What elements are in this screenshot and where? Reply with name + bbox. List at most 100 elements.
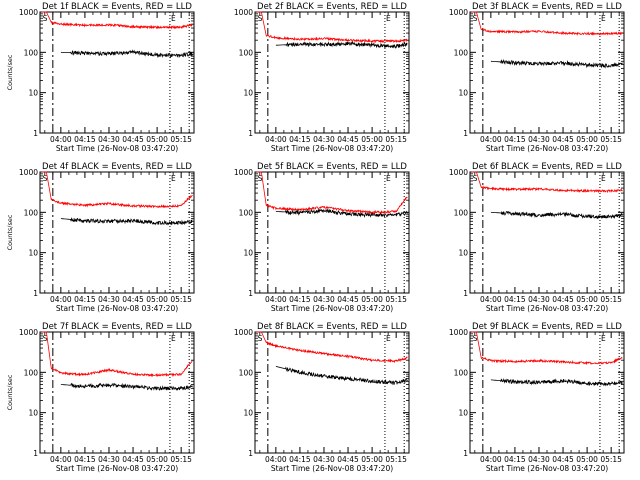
chart-title: Det 7f BLACK = Events, RED = LLD bbox=[42, 322, 192, 332]
x-tick-label: 04:00 bbox=[480, 295, 502, 304]
y-tick-label: 1000 bbox=[19, 8, 38, 17]
x-tick-label: 04:15 bbox=[74, 295, 96, 304]
y-tick-label: 1000 bbox=[19, 328, 38, 337]
x-tick-label: 04:00 bbox=[50, 135, 72, 144]
y-tick-label: 1 bbox=[463, 129, 468, 138]
x-axis-label: Start Time (26-Nov-08 03:47:20) bbox=[271, 464, 393, 473]
x-tick-label: 04:15 bbox=[74, 455, 96, 464]
x-tick-label: 05:00 bbox=[146, 455, 168, 464]
chart-panel-8: Det 8f BLACK = Events, RED = LLD 1 10 100 10… bbox=[234, 322, 410, 473]
series-lld-line bbox=[471, 11, 623, 36]
y-tick-label: 1 bbox=[248, 129, 253, 138]
x-tick-label: 05:00 bbox=[576, 455, 598, 464]
y-axis-label: Counts/sec bbox=[6, 54, 14, 90]
y-tick-label: 1000 bbox=[449, 8, 468, 17]
marker-label-e: E bbox=[601, 334, 606, 343]
series-events-line bbox=[490, 378, 623, 387]
x-tick-label: 05:15 bbox=[170, 295, 192, 304]
x-tick-label: 04:15 bbox=[504, 455, 526, 464]
chart-title: Det 8f BLACK = Events, RED = LLD bbox=[257, 322, 407, 332]
x-tick-label: 04:30 bbox=[98, 295, 120, 304]
series-lld-line bbox=[41, 331, 193, 378]
series-lld-line bbox=[256, 171, 408, 215]
y-tick-label: 1000 bbox=[234, 328, 253, 337]
chart-title: Det 4f BLACK = Events, RED = LLD bbox=[42, 162, 192, 172]
x-tick-label: 05:15 bbox=[385, 135, 407, 144]
x-tick-label: 04:15 bbox=[289, 135, 311, 144]
x-axis-label: Start Time (26-Nov-08 03:47:20) bbox=[56, 144, 178, 153]
y-tick-label: 10 bbox=[28, 249, 38, 258]
x-tick-label: 04:00 bbox=[50, 455, 72, 464]
y-tick-label: 10 bbox=[458, 249, 468, 258]
x-tick-label: 04:45 bbox=[552, 135, 574, 144]
plot-frame bbox=[39, 11, 195, 134]
y-axis-label: Counts/sec bbox=[6, 374, 14, 410]
series-lld-line bbox=[41, 11, 193, 30]
series-events-line bbox=[275, 208, 408, 218]
marker-label-e: E bbox=[386, 334, 391, 343]
marker-label-e: E bbox=[601, 174, 606, 183]
x-tick-label: 04:30 bbox=[528, 295, 550, 304]
y-tick-label: 10 bbox=[458, 409, 468, 418]
y-tick-label: 1 bbox=[463, 289, 468, 298]
series-events-line bbox=[275, 40, 408, 49]
y-tick-label: 1000 bbox=[449, 168, 468, 177]
series-events-line bbox=[490, 210, 623, 220]
y-tick-label: 1 bbox=[33, 289, 38, 298]
x-tick-label: 04:15 bbox=[504, 295, 526, 304]
y-tick-label: 10 bbox=[243, 89, 253, 98]
chart-panel-3: Det 3f BLACK = Events, RED = LLD 1 10 100 10… bbox=[449, 2, 625, 153]
series-lld-line bbox=[256, 11, 408, 44]
x-tick-label: 04:45 bbox=[552, 295, 574, 304]
y-tick-label: 10 bbox=[28, 89, 38, 98]
x-tick-label: 04:45 bbox=[552, 455, 574, 464]
x-tick-label: 04:00 bbox=[480, 135, 502, 144]
y-tick-label: 1000 bbox=[449, 328, 468, 337]
series-events-line bbox=[60, 382, 193, 391]
chart-panel-2: Det 2f BLACK = Events, RED = LLD 1 10 100 10… bbox=[234, 2, 410, 153]
x-tick-label: 04:15 bbox=[289, 295, 311, 304]
plot-frame bbox=[254, 171, 410, 294]
x-tick-label: 04:15 bbox=[74, 135, 96, 144]
chart-title: Det 2f BLACK = Events, RED = LLD bbox=[257, 2, 407, 12]
plot-frame bbox=[469, 11, 625, 134]
chart-title: Det 1f BLACK = Events, RED = LLD bbox=[42, 2, 192, 12]
x-tick-label: 04:45 bbox=[122, 135, 144, 144]
x-tick-label: 04:00 bbox=[50, 295, 72, 304]
x-axis-label: Start Time (26-Nov-08 03:47:20) bbox=[486, 144, 608, 153]
chart-title: Det 5f BLACK = Events, RED = LLD bbox=[257, 162, 407, 172]
x-axis-label: Start Time (26-Nov-08 03:47:20) bbox=[486, 464, 608, 473]
y-tick-label: 1000 bbox=[234, 8, 253, 17]
y-tick-label: 1 bbox=[33, 449, 38, 458]
plot-frame bbox=[39, 331, 195, 454]
y-tick-label: 1 bbox=[248, 289, 253, 298]
chart-panel-7: Det 7f BLACK = Events, RED = LLD 1 10 100 10… bbox=[6, 322, 195, 473]
marker-label-s: S bbox=[258, 14, 263, 23]
marker-label-s: S bbox=[43, 334, 48, 343]
series-lld-line bbox=[256, 331, 408, 364]
x-tick-label: 05:00 bbox=[361, 455, 383, 464]
x-axis-label: Start Time (26-Nov-08 03:47:20) bbox=[56, 304, 178, 313]
marker-label-e: E bbox=[386, 14, 391, 23]
x-tick-label: 05:00 bbox=[576, 295, 598, 304]
series-lld-line bbox=[41, 171, 193, 209]
x-tick-label: 04:45 bbox=[122, 455, 144, 464]
y-tick-label: 10 bbox=[458, 89, 468, 98]
series-events-line bbox=[275, 366, 408, 386]
x-tick-label: 04:30 bbox=[98, 135, 120, 144]
marker-label-s: S bbox=[473, 334, 478, 343]
plot-frame bbox=[254, 11, 410, 134]
x-tick-label: 04:15 bbox=[289, 455, 311, 464]
marker-label-s: S bbox=[43, 174, 48, 183]
x-tick-label: 05:00 bbox=[146, 135, 168, 144]
x-tick-label: 04:45 bbox=[337, 135, 359, 144]
x-tick-label: 05:00 bbox=[576, 135, 598, 144]
y-tick-label: 10 bbox=[243, 249, 253, 258]
x-axis-label: Start Time (26-Nov-08 03:47:20) bbox=[56, 464, 178, 473]
series-lld-line bbox=[471, 331, 623, 366]
x-tick-label: 05:15 bbox=[170, 455, 192, 464]
x-axis-label: Start Time (26-Nov-08 03:47:20) bbox=[271, 304, 393, 313]
x-axis-label: Start Time (26-Nov-08 03:47:20) bbox=[271, 144, 393, 153]
marker-label-e: E bbox=[171, 14, 176, 23]
